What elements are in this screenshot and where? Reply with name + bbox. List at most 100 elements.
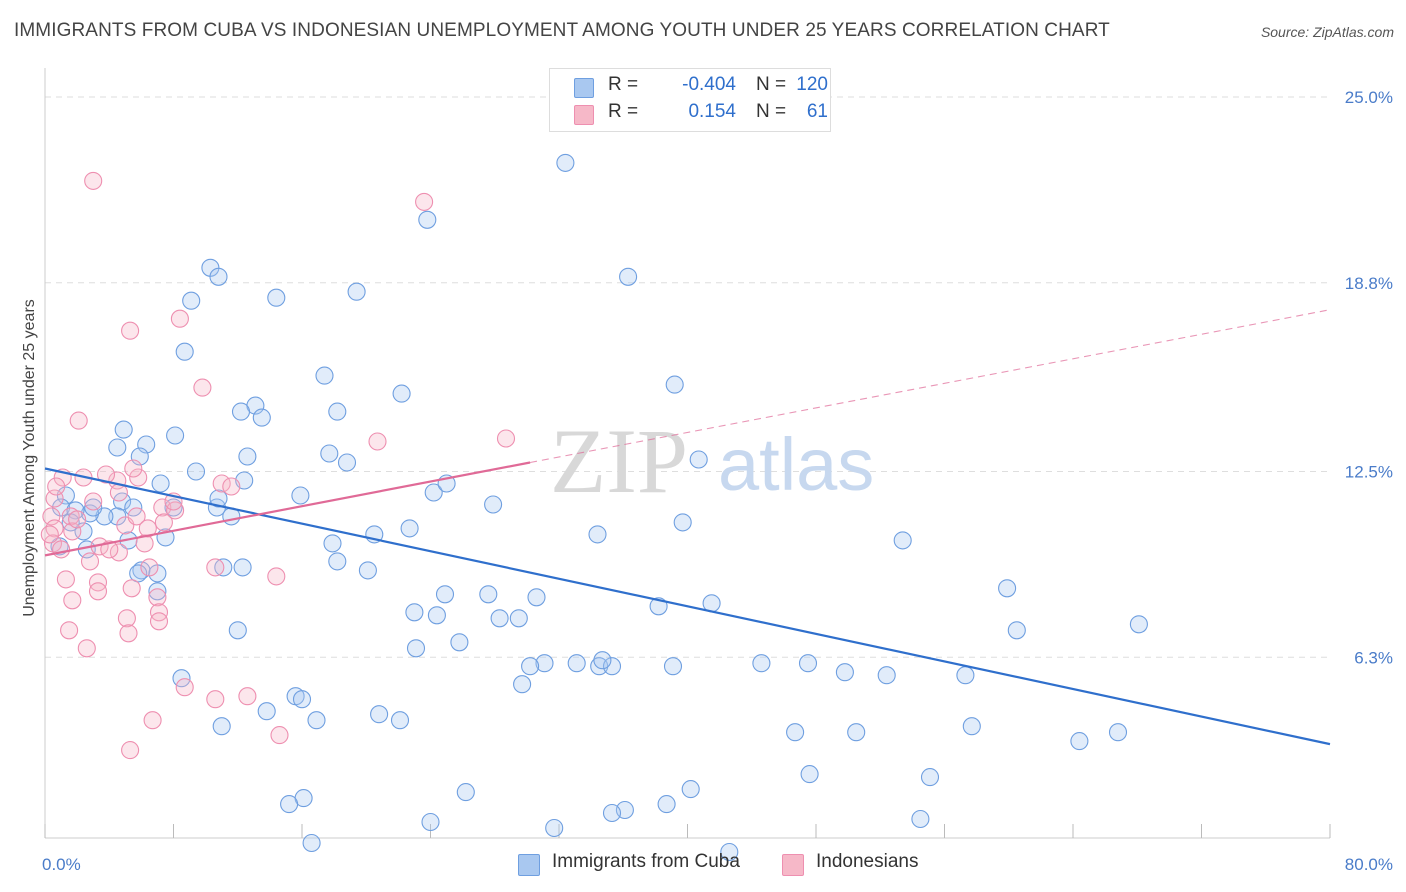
point-indonesians [96, 465, 116, 484]
point-indonesians [149, 612, 169, 631]
point-cuba [847, 723, 866, 742]
point-cuba [1007, 621, 1026, 640]
point-indonesians [124, 459, 143, 478]
legend-swatch-cuba [518, 854, 540, 876]
y-tick-label: 25.0% [1345, 88, 1393, 107]
point-indonesians [47, 477, 66, 496]
point-indonesians [121, 741, 140, 760]
point-indonesians [80, 552, 100, 571]
point-cuba [66, 501, 85, 520]
point-indonesians [270, 726, 289, 745]
point-cuba [228, 621, 247, 640]
legend-n-value: 120 [796, 74, 828, 95]
point-cuba [108, 438, 127, 457]
point-cuba [484, 495, 503, 514]
point-cuba [800, 765, 819, 784]
point-cuba [315, 366, 334, 385]
point-cuba [877, 666, 896, 685]
point-cuba [129, 564, 148, 583]
point-indonesians [496, 429, 516, 448]
point-indonesians [84, 492, 103, 511]
point-cuba [307, 711, 326, 730]
point-cuba [665, 375, 684, 394]
point-cuba [556, 153, 575, 172]
point-cuba [527, 588, 546, 607]
x-tick-label: 80.0% [1345, 855, 1393, 874]
y-tick-label: 18.8% [1345, 274, 1393, 293]
point-cuba [663, 657, 683, 676]
point-indonesians [148, 588, 167, 607]
point-cuba [233, 558, 252, 577]
point-cuba [1070, 732, 1089, 751]
point-cuba [424, 483, 443, 502]
point-cuba [238, 447, 257, 466]
point-cuba [280, 795, 299, 814]
point-indonesians [88, 582, 108, 601]
point-cuba [513, 675, 532, 694]
point-cuba [212, 717, 231, 736]
legend-n-label: N = [756, 101, 787, 122]
point-indonesians [121, 321, 140, 340]
point-cuba [456, 783, 475, 802]
point-cuba [323, 534, 342, 553]
point-cuba [786, 723, 805, 742]
bottom-legend: Immigrants from Cuba Indonesians [0, 851, 1406, 879]
point-cuba [673, 513, 692, 532]
point-cuba [328, 402, 347, 421]
legend-r-label: R = [608, 74, 639, 95]
point-cuba [328, 552, 347, 571]
point-indonesians [52, 540, 71, 559]
point-indonesians [42, 507, 61, 526]
point-indonesians [138, 519, 157, 538]
point-cuba [209, 267, 228, 286]
point-cuba [231, 402, 251, 421]
trend-line-indonesians [44, 461, 531, 557]
point-indonesians [56, 570, 75, 589]
source-label: Source: ZipAtlas.com [1260, 24, 1394, 40]
point-cuba [186, 462, 206, 481]
trend-lines [44, 309, 1331, 746]
point-cuba [252, 408, 271, 427]
point-cuba [370, 705, 389, 724]
tick-labels: 6.3% 12.5% 18.8% 25.0% 0.0% 80.0% [42, 88, 1393, 874]
point-cuba [956, 666, 975, 685]
point-indonesians [122, 579, 141, 598]
point-indonesians [60, 621, 79, 640]
point-cuba [588, 525, 607, 544]
point-indonesians [119, 624, 138, 643]
point-cuba [911, 809, 930, 829]
point-cuba [798, 654, 818, 673]
point-indonesians [193, 378, 212, 397]
legend-swatch-cuba [574, 78, 594, 98]
watermark: ZIP atlas [550, 410, 874, 512]
point-indonesians [69, 411, 88, 430]
point-cuba [1108, 723, 1128, 742]
legend-swatch-indonesians [574, 105, 594, 125]
point-cuba [657, 795, 676, 814]
point-indonesians [175, 678, 194, 697]
point-indonesians [45, 519, 64, 538]
point-cuba [114, 420, 133, 439]
point-indonesians [117, 609, 136, 628]
point-indonesians [415, 192, 434, 211]
point-cuba [421, 812, 440, 832]
chart-title: IMMIGRANTS FROM CUBA VS INDONESIAN UNEMP… [14, 20, 1110, 41]
data-points [40, 153, 1148, 862]
legend-swatch-indonesians [782, 854, 804, 876]
point-cuba [400, 519, 419, 538]
point-cuba [619, 267, 638, 286]
point-cuba [175, 342, 194, 361]
legend-r-label: R = [608, 101, 639, 122]
point-cuba [567, 654, 586, 673]
point-cuba [151, 474, 170, 493]
point-cuba [182, 291, 201, 310]
point-cuba [479, 585, 498, 604]
point-cuba [320, 444, 339, 463]
point-cuba [998, 579, 1017, 598]
point-cuba [427, 606, 446, 625]
x-tick-label: 0.0% [42, 855, 81, 874]
point-cuba [752, 654, 771, 673]
point-cuba [893, 531, 912, 550]
point-cuba [602, 803, 622, 823]
